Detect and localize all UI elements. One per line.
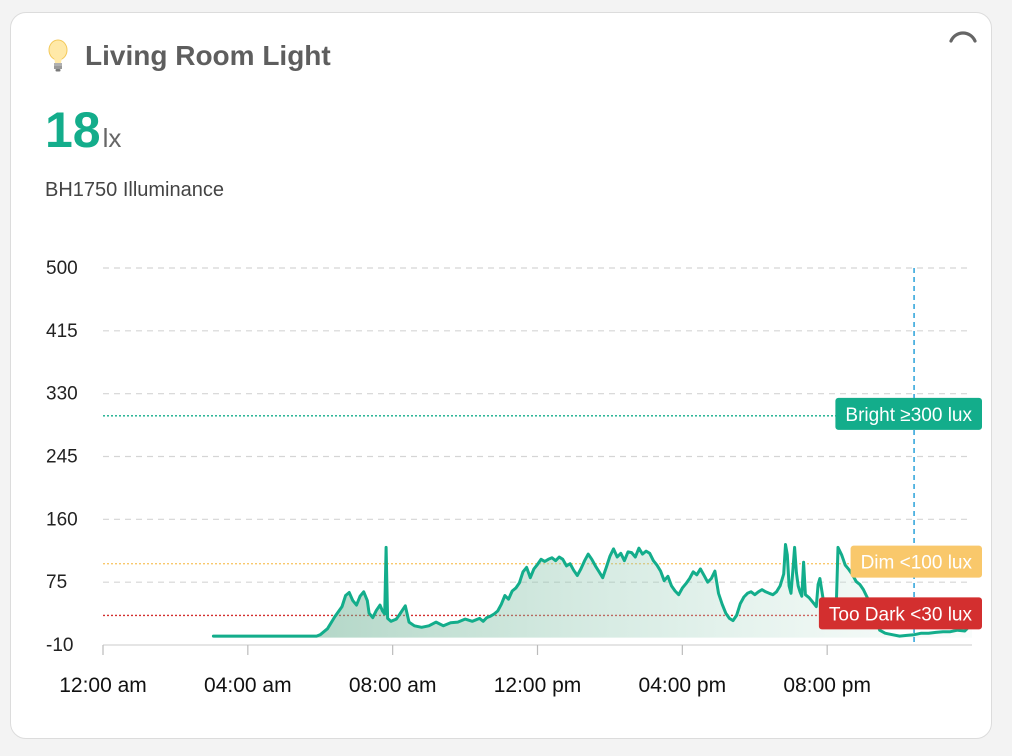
threshold-label: Too Dark <30 lux: [829, 604, 973, 625]
threshold-badge: Dim <100 lux: [850, 545, 982, 578]
threshold-badge-bg: [818, 597, 982, 630]
x-tick-label: 12:00 pm: [494, 674, 582, 697]
threshold-badge-bg: [850, 545, 982, 578]
x-tick-label: 08:00 am: [349, 674, 437, 697]
y-tick-label: 415: [46, 321, 78, 342]
x-tick-label: 08:00 pm: [783, 674, 871, 697]
y-tick-label: 245: [46, 447, 78, 468]
sensor-name: BH1750 Illuminance: [45, 179, 224, 201]
x-tick-label: 04:00 am: [204, 674, 292, 697]
x-tick-label: 04:00 pm: [639, 674, 727, 697]
threshold-label: Dim <100 lux: [861, 553, 973, 574]
threshold-badges: Bright ≥300 lux Dim <100 lux Too Dark <30 …: [818, 397, 982, 630]
threshold-badge: Too Dark <30 lux: [818, 597, 982, 630]
y-axis-ticks: -10 75 160 245 330 415 500: [46, 258, 78, 656]
threshold-label: Bright ≥300 lux: [845, 405, 972, 426]
loading-spinner-icon: [949, 31, 977, 43]
current-value: 18 lx: [45, 101, 121, 159]
y-tick-label: -10: [46, 635, 73, 656]
y-tick-label: 330: [46, 384, 78, 405]
y-tick-label: 160: [46, 509, 78, 530]
x-axis-ticks: 12:00 am 04:00 am 08:00 am 12:00 pm 04:00 pm…: [59, 645, 871, 697]
x-tick-label: 12:00 am: [59, 674, 147, 697]
card-header: Living Room Light: [47, 39, 331, 73]
threshold-badge-bg: [835, 397, 982, 430]
threshold-badge: Bright ≥300 lux: [835, 397, 982, 430]
value-number: 18: [45, 102, 101, 158]
value-unit: lx: [102, 123, 122, 153]
card-title: Living Room Light: [85, 40, 331, 71]
lightbulb-icon: [48, 39, 68, 72]
y-tick-label: 75: [46, 572, 67, 593]
y-tick-label: 500: [46, 258, 78, 279]
series-area: [213, 544, 972, 638]
